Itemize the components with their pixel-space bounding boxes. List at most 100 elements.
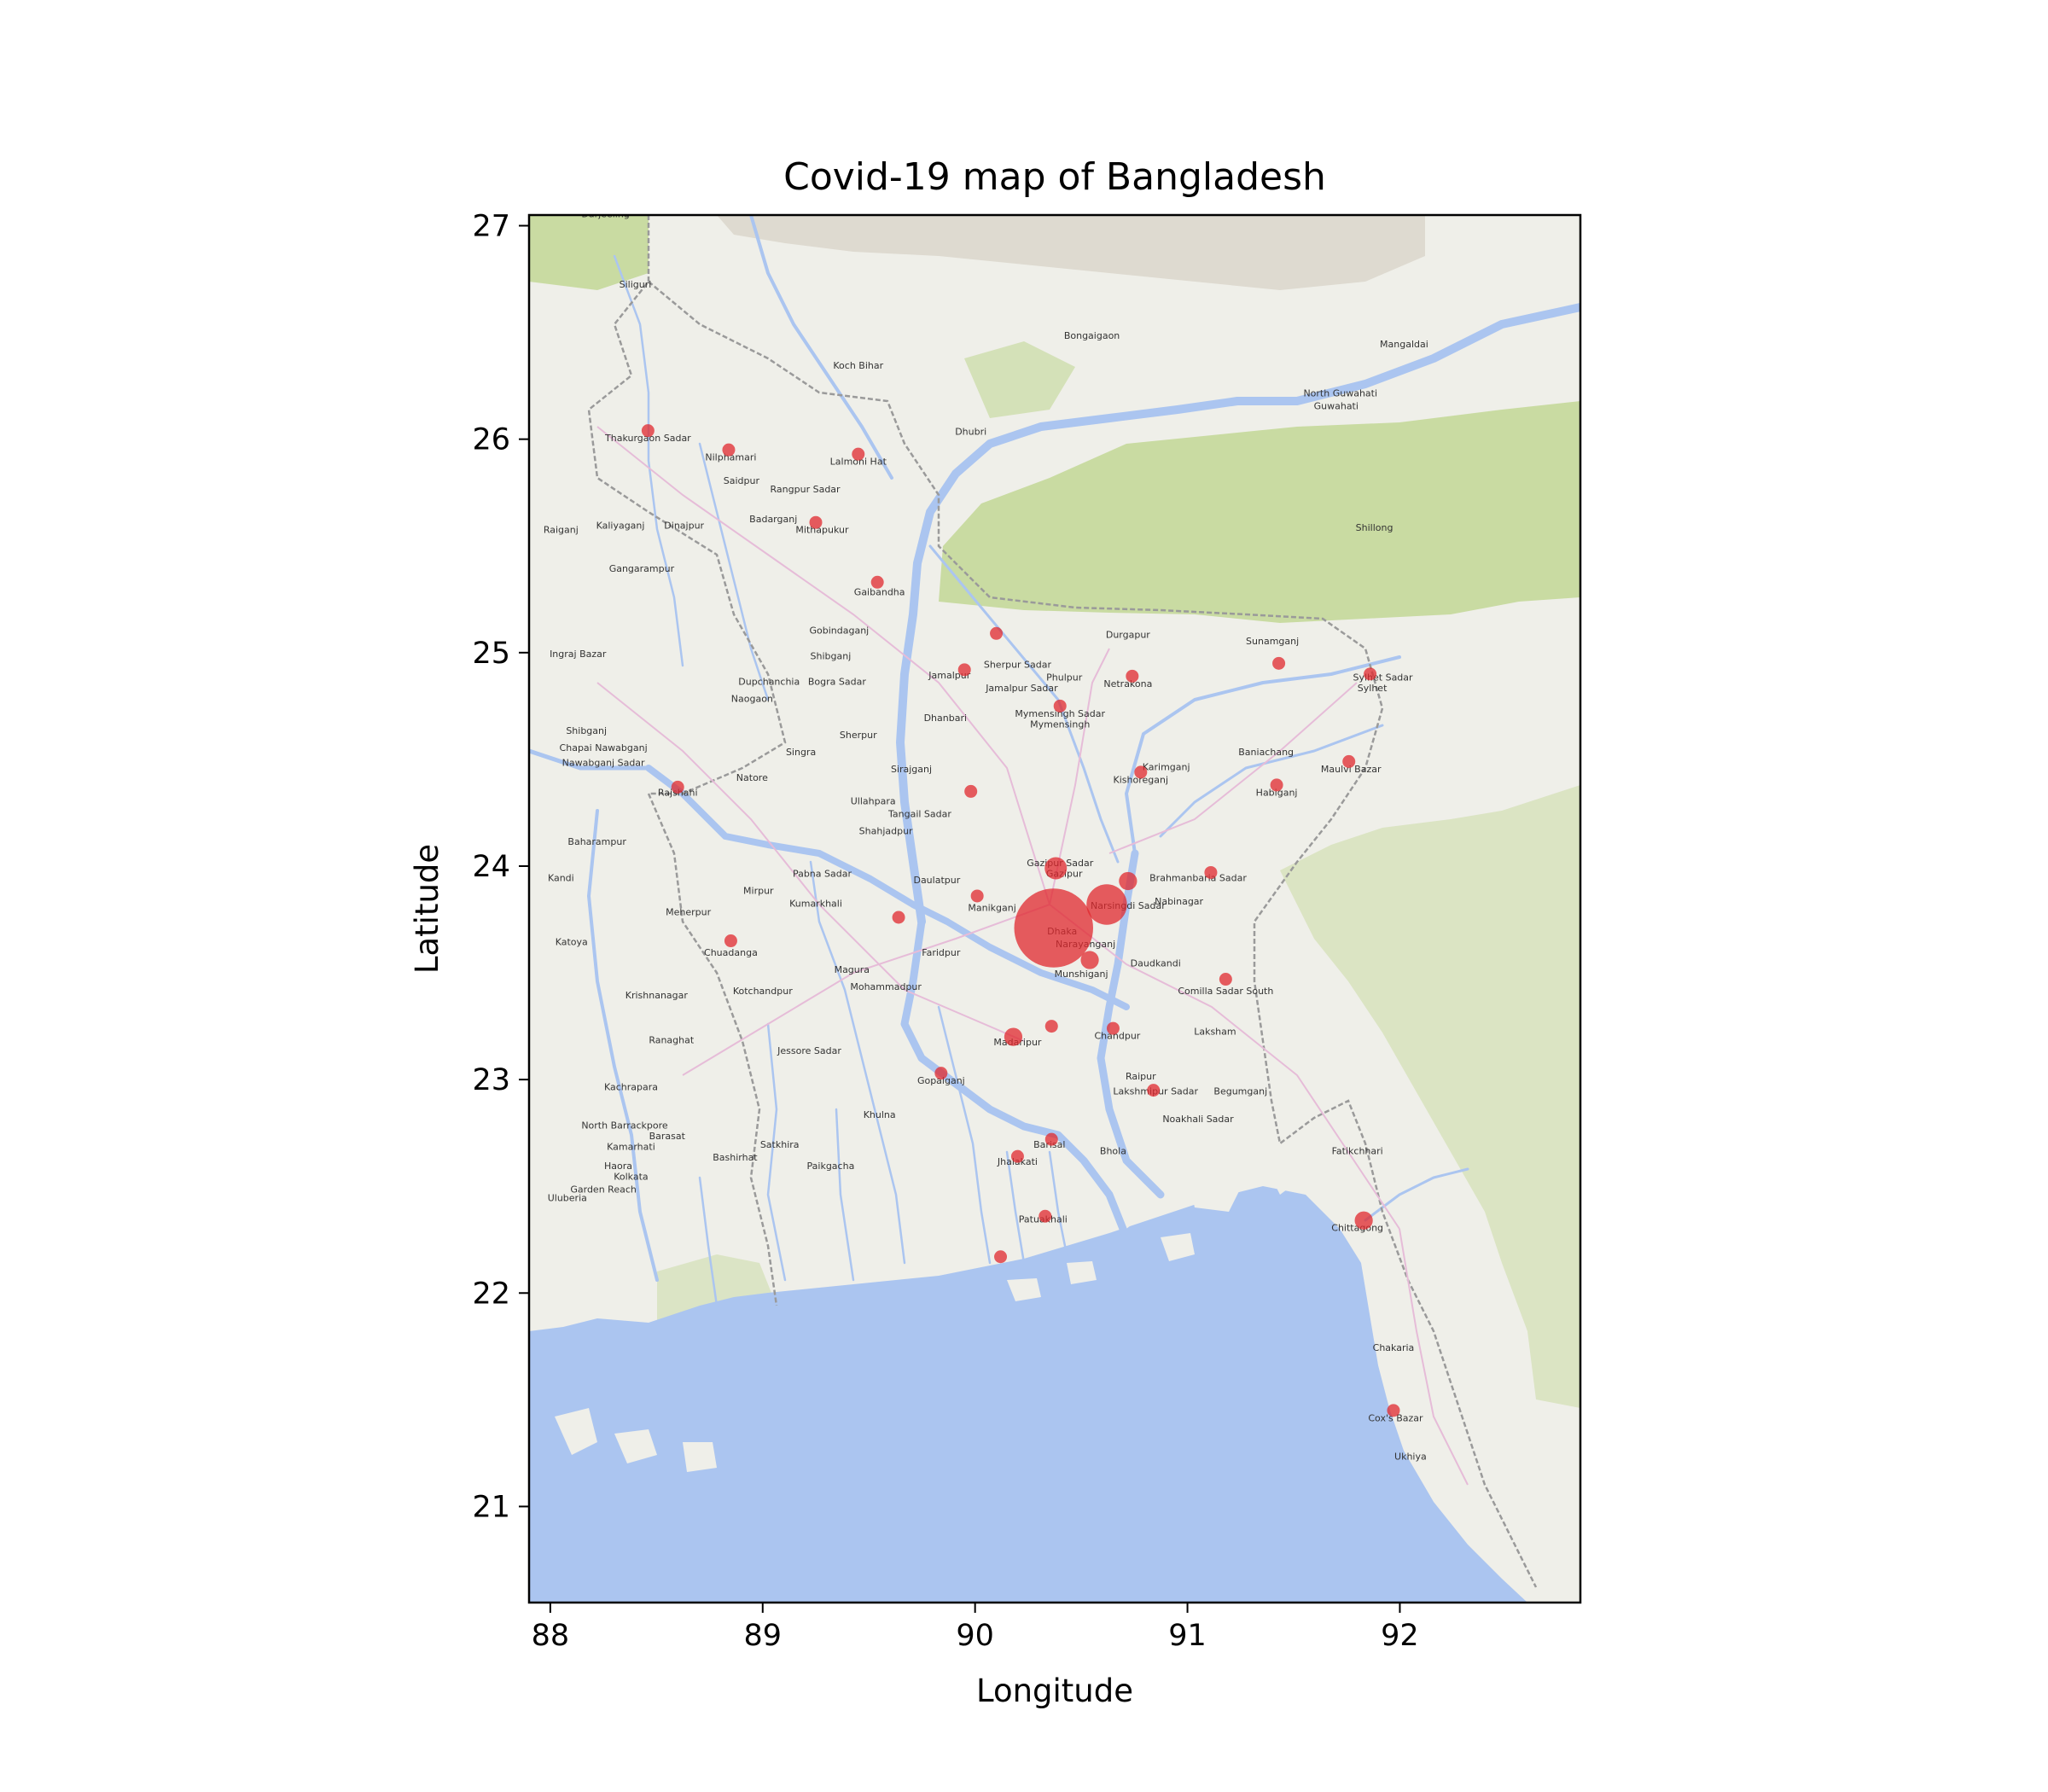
- brahmaputra-river: [896, 303, 1580, 926]
- place-label: Haora: [604, 1161, 632, 1172]
- padma-river: [645, 765, 1130, 1010]
- case-marker: [1080, 951, 1099, 969]
- case-marker: [1134, 765, 1148, 779]
- tripura-chittagong-hills: [1280, 785, 1580, 1408]
- place-label: Magura: [835, 964, 870, 975]
- case-marker: [1086, 884, 1127, 925]
- place-label: Bashirhat: [713, 1152, 758, 1163]
- case-marker: [722, 443, 736, 457]
- case-marker: [1044, 1132, 1058, 1146]
- sundarbans-island-2: [614, 1429, 657, 1463]
- x-tick-label: 88: [532, 1619, 570, 1653]
- place-label: Chuadanga: [704, 947, 758, 958]
- case-marker: [1204, 865, 1218, 879]
- delta-channel-5: [698, 1176, 719, 1307]
- kushiyara-river: [1159, 724, 1384, 838]
- old-brahmaputra-river: [928, 544, 1120, 864]
- place-label: Shillong: [1356, 522, 1393, 533]
- case-marker: [1106, 1021, 1120, 1035]
- place-label: Sirajganj: [891, 764, 932, 775]
- hooghly-river: [587, 809, 659, 1282]
- atrai-river: [698, 442, 770, 701]
- y-tick-label: 23: [472, 1063, 510, 1097]
- place-label: Daudkandi: [1131, 958, 1181, 969]
- place-label: Gobindaganj: [810, 625, 870, 636]
- place-label: Comilla Sadar South: [1178, 986, 1273, 997]
- place-label: Manikganj: [968, 903, 1015, 914]
- x-tick-label: 91: [1168, 1619, 1207, 1653]
- place-label: Satkhira: [760, 1139, 800, 1150]
- delta-channel-2: [1005, 1150, 1026, 1265]
- place-label: Kolkata: [614, 1172, 648, 1183]
- place-label: Dhanbari: [924, 713, 967, 724]
- place-label: Sunamganj: [1246, 636, 1299, 647]
- place-label: Maulvi Bazar: [1321, 764, 1382, 775]
- place-label: Nawabganj Sadar: [562, 757, 645, 768]
- case-marker: [1354, 1211, 1373, 1230]
- case-marker: [1010, 1149, 1024, 1163]
- case-marker: [1342, 754, 1356, 768]
- gorai-river: [809, 860, 906, 1265]
- place-label: Bongaigaon: [1064, 330, 1120, 341]
- place-label: Brahmanbaria Sadar: [1149, 872, 1247, 883]
- case-marker: [1004, 1027, 1023, 1046]
- place-label: Badarganj: [749, 514, 797, 525]
- place-label: Krishnanagar: [625, 990, 689, 1001]
- border-east: [1253, 707, 1538, 1588]
- case-marker: [1119, 871, 1137, 891]
- place-label: Karimganj: [1143, 761, 1190, 772]
- y-tick-label: 27: [472, 210, 510, 244]
- place-label: Darjeeling: [581, 209, 629, 220]
- place-label: Faridpur: [922, 947, 961, 958]
- place-label: Raipur: [1126, 1071, 1156, 1082]
- case-marker: [964, 784, 978, 798]
- place-label: Fatikchhari: [1332, 1146, 1383, 1157]
- bhutan-foothills: [964, 341, 1075, 418]
- place-label: Kaliyaganj: [596, 521, 645, 532]
- x-axis-label: Longitude: [976, 1673, 1133, 1709]
- place-label: Sylhet: [1358, 683, 1388, 694]
- border-northwest: [587, 215, 787, 795]
- place-label: Shahjadpur: [859, 825, 913, 836]
- place-label: Begumganj: [1213, 1086, 1267, 1097]
- map-roads: [596, 426, 1469, 1486]
- case-marker: [994, 1250, 1008, 1264]
- case-marker: [852, 447, 865, 461]
- place-label: Thakurgaon Sadar: [604, 433, 691, 444]
- place-label: Durgapur: [1106, 629, 1150, 640]
- place-label: Laksham: [1194, 1027, 1236, 1038]
- road-6: [1399, 1228, 1469, 1486]
- case-marker: [1272, 656, 1286, 670]
- case-marker: [1387, 1404, 1400, 1417]
- madhumati-river: [937, 1005, 992, 1265]
- place-label: Raiganj: [544, 525, 579, 536]
- y-tick-label: 24: [472, 850, 510, 884]
- x-tick-label: 90: [956, 1619, 994, 1653]
- place-label: Ranaghat: [649, 1035, 695, 1046]
- place-label: Sherpur: [840, 730, 877, 741]
- sundarbans-island-3: [683, 1442, 717, 1472]
- place-label: Mymensingh: [1030, 719, 1090, 730]
- road-2: [1049, 904, 1400, 1230]
- place-label: Ingraj Bazar: [550, 649, 607, 660]
- border-north: [648, 281, 1384, 709]
- mahananda-river: [613, 254, 684, 667]
- place-label: Daulatpur: [913, 875, 960, 886]
- place-label: Dhubri: [955, 427, 986, 438]
- case-marker: [809, 515, 823, 529]
- place-label: Mangaldai: [1380, 339, 1428, 350]
- place-label: Netrakona: [1103, 678, 1152, 689]
- road-3: [682, 904, 1050, 1076]
- sundarbans-island-1: [555, 1408, 597, 1455]
- y-tick-label: 22: [472, 1277, 510, 1311]
- y-tick-label: 26: [472, 423, 510, 457]
- case-marker: [1147, 1084, 1161, 1097]
- y-tick-label: 21: [472, 1490, 510, 1524]
- place-label: Natore: [736, 772, 768, 783]
- place-label: Kandi: [548, 872, 574, 883]
- road-4: [1049, 648, 1110, 905]
- jamuna-river: [900, 917, 1131, 1242]
- place-label: Jessore Sadar: [777, 1045, 841, 1056]
- case-marker: [892, 911, 905, 924]
